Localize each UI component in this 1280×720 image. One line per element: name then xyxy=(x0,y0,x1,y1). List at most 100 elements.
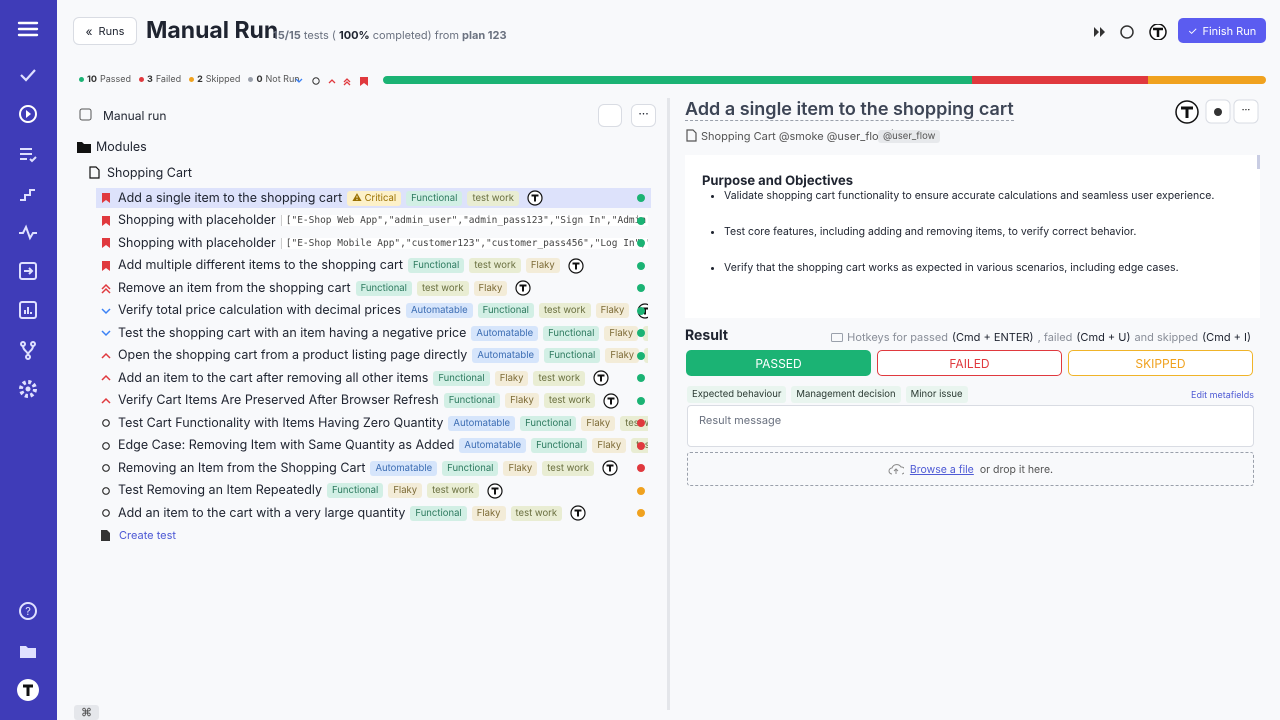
timer[interactable] xyxy=(1120,25,1134,39)
priority-icon xyxy=(102,486,110,495)
stat-count: 10 xyxy=(87,74,97,85)
edit-metafields[interactable]: Edit metafields xyxy=(1191,390,1254,401)
finish-run-button[interactable]: ✓ Finish Run xyxy=(1178,18,1266,43)
row-content: Remove an item from the shopping cart Fun… xyxy=(118,280,648,296)
folder-name: Modules xyxy=(96,140,147,155)
metafield-chip[interactable]: Management decision xyxy=(791,386,901,403)
avatar[interactable] xyxy=(16,678,40,702)
skipped-button[interactable]: SKIPPED xyxy=(1068,350,1253,376)
test-row[interactable]: Open the shopping cart from a product li… xyxy=(96,346,651,366)
fast-forward[interactable] xyxy=(1094,27,1105,37)
tag: Flaky xyxy=(388,483,423,498)
test-row[interactable]: Shopping with placeholder ["E-Shop Web Ap… xyxy=(96,211,651,231)
text: tests ( xyxy=(303,28,336,42)
tag: Functional xyxy=(544,348,601,363)
test-title: Remove an item from the shopping cart xyxy=(118,280,351,296)
plans-icon[interactable] xyxy=(17,143,39,165)
test-params: ["E-Shop Web App","admin_user","admin_pa… xyxy=(280,215,648,226)
runs-icon[interactable] xyxy=(17,103,39,125)
test-row[interactable]: Removing an Item from the Shopping Cart A… xyxy=(96,458,651,478)
priority-icon xyxy=(102,193,110,203)
priority-icon xyxy=(101,307,111,314)
progress-bar xyxy=(383,76,1266,84)
files-icon[interactable] xyxy=(17,640,39,662)
test-params: ["E-Shop Mobile App","customer123","cust… xyxy=(280,237,648,249)
priority-icon xyxy=(102,419,110,427)
assignee-avatar xyxy=(527,190,543,206)
back-button[interactable]: « Runs xyxy=(73,17,137,45)
help-icon[interactable]: ? xyxy=(17,600,39,622)
tag: Flaky xyxy=(581,415,616,431)
tag: Functional xyxy=(355,280,412,296)
test-row[interactable]: Add an item to the cart with a very larg… xyxy=(96,503,651,523)
steps-icon[interactable] xyxy=(17,182,39,204)
create-test[interactable]: Create test xyxy=(100,528,176,542)
run-summary: 15/15 tests (100% completed) from plan 123 xyxy=(273,28,507,42)
row-content: Shopping with placeholder ["E-Shop Mobile… xyxy=(118,236,648,251)
tag: test work xyxy=(416,280,469,296)
test-row[interactable]: Add a single item to the shopping cart ⚠ … xyxy=(96,188,651,208)
tag: Flaky xyxy=(595,303,630,318)
row-content: Test Cart Functionality with Items Havin… xyxy=(118,415,648,431)
tag: Flaky xyxy=(503,460,538,476)
svg-text:?: ? xyxy=(25,604,31,618)
stat: 0 Not Run xyxy=(248,74,300,85)
status-dot xyxy=(637,216,645,225)
cases-icon[interactable] xyxy=(17,64,39,86)
test-row[interactable]: Add an item to the cart after removing a… xyxy=(96,368,651,388)
metafield-chip[interactable]: Expected behaviour xyxy=(687,386,787,403)
run-name: Manual run xyxy=(103,108,167,123)
test-title: Removing an Item from the Shopping Cart xyxy=(118,460,366,476)
row-content: Verify total price calculation with deci… xyxy=(118,302,648,319)
test-row[interactable]: Test the shopping cart with an item havi… xyxy=(96,323,651,343)
finish-label: Finish Run xyxy=(1202,23,1257,38)
branches-icon[interactable] xyxy=(17,339,39,361)
test-title: Add a single item to the shopping cart xyxy=(118,190,343,206)
case-tag: @user_flow xyxy=(878,130,941,143)
dropzone[interactable]: Browse a file or drop it here. xyxy=(687,452,1254,486)
test-row[interactable]: Verify total price calculation with deci… xyxy=(96,301,651,321)
check: ✓ xyxy=(1187,23,1198,38)
tag: Functional xyxy=(327,483,384,498)
tree-toggle[interactable] xyxy=(598,104,622,127)
failed-button[interactable]: FAILED xyxy=(877,350,1062,376)
shortcuts-button[interactable]: ⌘ xyxy=(74,705,99,720)
tag: Flaky xyxy=(473,280,508,296)
tag: test work xyxy=(467,190,520,206)
pulse-icon[interactable] xyxy=(17,221,39,243)
tag: Functional xyxy=(543,325,600,341)
analytics-icon[interactable] xyxy=(17,299,39,321)
priority-icon xyxy=(101,330,111,337)
test-title: Open the shopping cart from a product li… xyxy=(118,348,468,363)
tag: Functional xyxy=(406,190,463,206)
assignee-avatar xyxy=(568,257,584,274)
import-icon[interactable] xyxy=(17,260,39,282)
test-row[interactable]: Test Cart Functionality with Items Havin… xyxy=(96,413,651,433)
test-row[interactable]: Add multiple different items to the shop… xyxy=(96,256,651,276)
more-button[interactable]: ··· xyxy=(631,104,656,127)
description-heading: Purpose and Objectives xyxy=(702,173,854,189)
tag: Flaky xyxy=(525,258,560,273)
test-row[interactable]: Remove an item from the shopping cart Fun… xyxy=(96,278,651,298)
tag: ⚠ Critical xyxy=(347,190,402,206)
metafield-chip[interactable]: Minor issue xyxy=(905,386,968,403)
suite-icon xyxy=(89,166,100,179)
settings-icon[interactable] xyxy=(17,378,39,400)
sidebar: ? xyxy=(0,0,57,720)
create-icon xyxy=(101,529,110,541)
status-dot xyxy=(637,374,645,382)
passed-button[interactable]: PASSED xyxy=(686,350,871,376)
menu-icon[interactable] xyxy=(17,18,39,40)
browse-link[interactable]: Browse a file xyxy=(909,462,974,476)
result-message[interactable]: Result message xyxy=(687,405,1254,447)
test-row[interactable]: Test Removing an Item Repeatedly Function… xyxy=(96,481,651,501)
result-title: Result xyxy=(685,327,729,344)
test-row[interactable]: Verify Cart Items Are Preserved After Br… xyxy=(96,391,651,411)
hotkey-text: Hotkeys for passed xyxy=(847,330,948,344)
test-row[interactable]: Edge Case: Removing Item with Same Quant… xyxy=(96,436,651,456)
test-title: Verify Cart Items Are Preserved After Br… xyxy=(118,393,439,408)
assignee-avatar xyxy=(515,280,531,296)
test-row[interactable]: Shopping with placeholder ["E-Shop Mobile… xyxy=(96,233,651,253)
tag: Automatable xyxy=(405,303,473,318)
bullet: Validate shopping cart functionality to … xyxy=(724,189,1247,203)
